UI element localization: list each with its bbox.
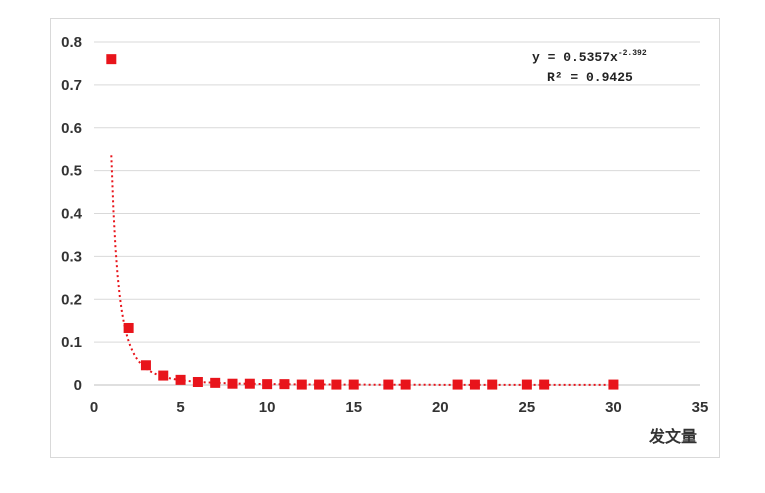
power-trendline [110, 155, 614, 386]
y-tick-label: 0.4 [61, 206, 83, 223]
x-tick-label: 15 [345, 399, 362, 416]
data-point [487, 379, 498, 390]
data-point [296, 379, 307, 390]
y-tick-label: 0.5 [61, 163, 82, 180]
data-point [262, 379, 273, 390]
data-point [279, 379, 290, 390]
data-point [314, 379, 325, 390]
data-point [106, 54, 117, 65]
data-point [140, 360, 151, 371]
r-squared-label: R² = 0.9425 [547, 70, 633, 85]
y-tick-label: 0.3 [61, 248, 82, 265]
y-tick-label: 0.8 [61, 34, 82, 51]
data-point [539, 379, 550, 390]
x-tick-label: 5 [176, 399, 184, 416]
equation-exponent: -2.392 [618, 49, 647, 58]
y-tick-label: 0.7 [61, 77, 82, 94]
y-tick-label: 0 [74, 377, 82, 394]
gridlines [94, 41, 700, 386]
x-tick-label: 10 [259, 399, 276, 416]
data-point [158, 370, 169, 381]
y-tick-label: 0.6 [61, 120, 82, 137]
data-point [192, 376, 203, 387]
x-tick-label: 20 [432, 399, 449, 416]
x-tick-labels: 0 5 10 15 20 25 30 35 [90, 399, 709, 416]
data-point [383, 379, 394, 390]
data-point [348, 379, 359, 390]
data-point [210, 377, 221, 388]
x-tick-label: 25 [519, 399, 536, 416]
data-point [469, 379, 480, 390]
data-point [608, 379, 619, 390]
data-point [244, 378, 255, 389]
data-point [521, 379, 532, 390]
equation-main: y = 0.5357x [532, 50, 618, 65]
data-point [331, 379, 342, 390]
y-tick-label: 0.2 [61, 291, 82, 308]
x-tick-label: 0 [90, 399, 98, 416]
data-point [123, 322, 134, 333]
data-point [227, 378, 238, 389]
data-point [452, 379, 463, 390]
y-tick-labels: 0 0.1 0.2 0.3 0.4 0.5 0.6 0.7 0.8 [61, 34, 83, 394]
y-tick-label: 0.1 [61, 334, 82, 351]
x-tick-label: 35 [692, 399, 709, 416]
trendline-equation: y = 0.5357x-2.392 [532, 49, 647, 65]
data-point [400, 379, 411, 390]
x-tick-label: 30 [605, 399, 622, 416]
data-points [106, 54, 619, 390]
data-point [175, 374, 186, 385]
x-axis-title: 发文量 [648, 427, 697, 446]
